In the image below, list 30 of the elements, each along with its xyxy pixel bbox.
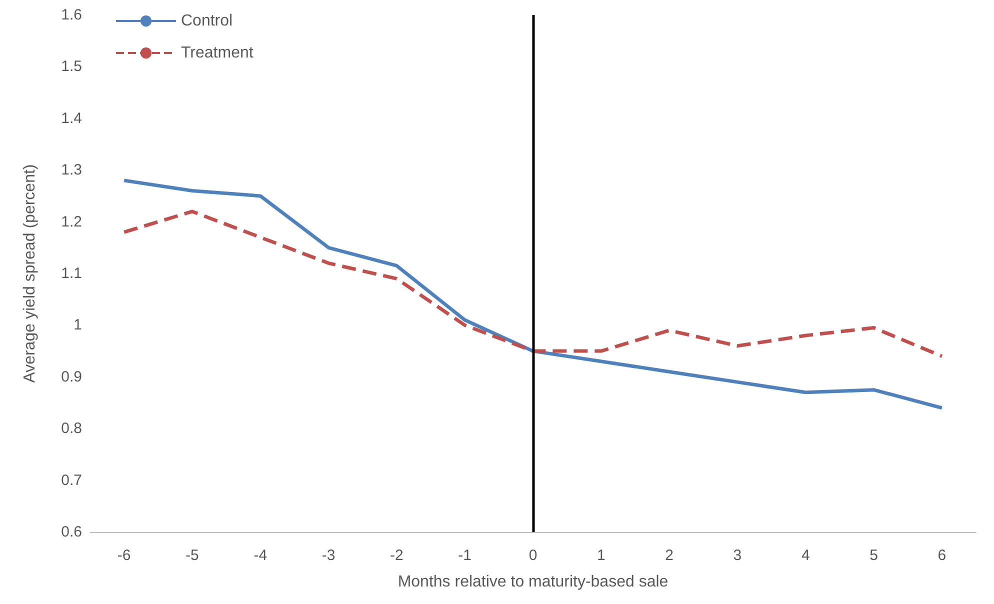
y-tick-label: 1.1 (61, 265, 82, 282)
legend-label: Treatment (181, 44, 254, 62)
x-tick-label: -2 (390, 547, 404, 564)
x-tick-label: -5 (186, 547, 199, 564)
x-tick-label: -3 (322, 547, 336, 564)
y-axis-title: Average yield spread (percent) (22, 164, 38, 383)
x-tick-label: -1 (458, 547, 472, 564)
x-tick-label: 3 (733, 547, 742, 564)
x-tick-label: 6 (938, 547, 946, 564)
y-tick-label: 0.7 (61, 472, 82, 489)
x-tick-label: 2 (665, 547, 674, 564)
y-tick-label: 1.6 (61, 6, 82, 24)
y-tick-label: 1.5 (61, 58, 82, 76)
x-tick-label: -4 (254, 547, 268, 564)
x-tick-label: 0 (528, 547, 538, 564)
y-tick-label: 0.6 (61, 524, 82, 540)
line-series (122, 178, 944, 410)
y-tick-label: 1.2 (61, 213, 82, 230)
y-tick-label: 0.9 (61, 368, 82, 386)
y-tick-label: 1 (74, 316, 82, 334)
y-tick-label: 1.4 (61, 110, 82, 127)
legend-label: Control (181, 12, 233, 30)
y-tick-label: 1.3 (61, 162, 82, 179)
x-tick-label: 4 (801, 547, 810, 564)
line-series (122, 210, 944, 358)
x-axis-title: Months relative to maturity-based sale (398, 574, 668, 590)
x-tick-label: 5 (870, 547, 878, 564)
y-tick-label: 0.8 (61, 420, 82, 438)
x-tick-label: -6 (117, 547, 131, 564)
x-tick-label: 1 (596, 547, 606, 564)
